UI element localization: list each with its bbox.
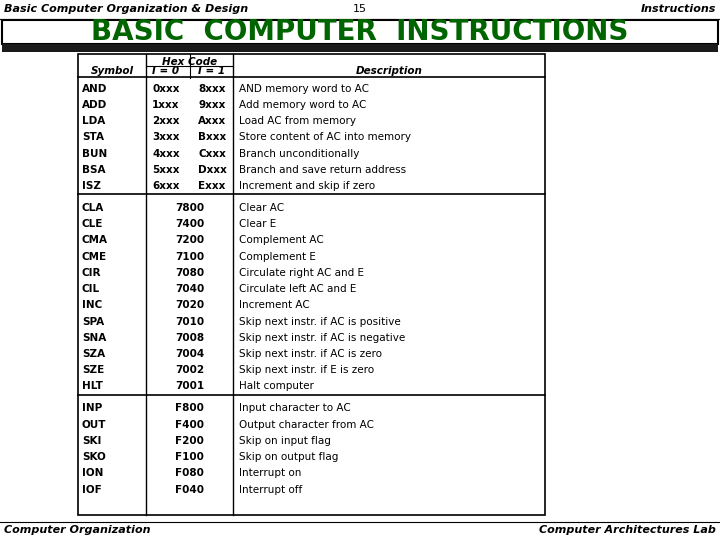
Text: AND memory word to AC: AND memory word to AC	[239, 84, 369, 94]
Text: SPA: SPA	[82, 316, 104, 327]
Text: Complement E: Complement E	[239, 252, 316, 262]
Text: 8xxx: 8xxx	[198, 84, 226, 94]
Text: ION: ION	[82, 468, 104, 478]
Text: INC: INC	[82, 300, 102, 310]
Text: IOF: IOF	[82, 484, 102, 495]
Text: CME: CME	[82, 252, 107, 262]
Text: SZE: SZE	[82, 365, 104, 375]
Text: 9xxx: 9xxx	[198, 100, 225, 110]
Text: 7010: 7010	[175, 316, 204, 327]
Text: Halt computer: Halt computer	[239, 381, 314, 391]
Text: Skip next instr. if AC is negative: Skip next instr. if AC is negative	[239, 333, 405, 343]
Text: Load AC from memory: Load AC from memory	[239, 116, 356, 126]
Text: Dxxx: Dxxx	[197, 165, 226, 175]
Text: SKI: SKI	[82, 436, 102, 446]
Text: I = 1: I = 1	[199, 66, 225, 76]
Text: Add memory word to AC: Add memory word to AC	[239, 100, 366, 110]
Text: 6xxx: 6xxx	[152, 181, 180, 191]
Text: CIL: CIL	[82, 284, 100, 294]
Text: Skip on input flag: Skip on input flag	[239, 436, 331, 446]
Text: 7100: 7100	[175, 252, 204, 262]
Text: F100: F100	[175, 452, 204, 462]
Text: Interrupt off: Interrupt off	[239, 484, 302, 495]
Text: HLT: HLT	[82, 381, 103, 391]
Text: Store content of AC into memory: Store content of AC into memory	[239, 132, 411, 143]
Text: BUN: BUN	[82, 148, 107, 159]
Text: 7008: 7008	[175, 333, 204, 343]
Text: 7200: 7200	[175, 235, 204, 246]
Text: Interrupt on: Interrupt on	[239, 468, 302, 478]
Text: OUT: OUT	[82, 420, 107, 430]
Text: F400: F400	[175, 420, 204, 430]
Text: Skip next instr. if E is zero: Skip next instr. if E is zero	[239, 365, 374, 375]
Text: BASIC  COMPUTER  INSTRUCTIONS: BASIC COMPUTER INSTRUCTIONS	[91, 18, 629, 46]
Text: 7002: 7002	[175, 365, 204, 375]
FancyBboxPatch shape	[78, 54, 545, 515]
Text: F040: F040	[175, 484, 204, 495]
Text: Basic Computer Organization & Design: Basic Computer Organization & Design	[4, 4, 248, 14]
Text: 7001: 7001	[175, 381, 204, 391]
Text: AND: AND	[82, 84, 107, 94]
Text: Axxx: Axxx	[198, 116, 226, 126]
Text: Symbol: Symbol	[91, 66, 133, 76]
Text: Skip next instr. if AC is zero: Skip next instr. if AC is zero	[239, 349, 382, 359]
Text: SZA: SZA	[82, 349, 105, 359]
Text: Complement AC: Complement AC	[239, 235, 324, 246]
Text: Increment AC: Increment AC	[239, 300, 310, 310]
Text: STA: STA	[82, 132, 104, 143]
Text: 4xxx: 4xxx	[152, 148, 180, 159]
Text: 7020: 7020	[175, 300, 204, 310]
Text: Circulate left AC and E: Circulate left AC and E	[239, 284, 356, 294]
Text: Cxxx: Cxxx	[198, 148, 226, 159]
Text: Skip next instr. if AC is positive: Skip next instr. if AC is positive	[239, 316, 401, 327]
Text: LDA: LDA	[82, 116, 105, 126]
Text: 7080: 7080	[175, 268, 204, 278]
Text: Branch unconditionally: Branch unconditionally	[239, 148, 359, 159]
FancyBboxPatch shape	[2, 20, 718, 44]
Text: Clear AC: Clear AC	[239, 203, 284, 213]
Text: CMA: CMA	[82, 235, 108, 246]
FancyBboxPatch shape	[2, 44, 718, 52]
Text: F080: F080	[175, 468, 204, 478]
Text: CIR: CIR	[82, 268, 102, 278]
Text: F200: F200	[175, 436, 204, 446]
Text: INP: INP	[82, 403, 102, 414]
Text: 3xxx: 3xxx	[152, 132, 180, 143]
Text: Hex Code: Hex Code	[162, 57, 217, 67]
Text: SNA: SNA	[82, 333, 107, 343]
Text: Skip on output flag: Skip on output flag	[239, 452, 338, 462]
Text: Instructions: Instructions	[641, 4, 716, 14]
Text: Computer Architectures Lab: Computer Architectures Lab	[539, 525, 716, 535]
Text: 15: 15	[353, 4, 367, 14]
Text: Exxx: Exxx	[198, 181, 225, 191]
Text: 7400: 7400	[175, 219, 204, 229]
Text: Input character to AC: Input character to AC	[239, 403, 351, 414]
Text: Clear E: Clear E	[239, 219, 276, 229]
Text: ISZ: ISZ	[82, 181, 101, 191]
Text: Output character from AC: Output character from AC	[239, 420, 374, 430]
Text: Branch and save return address: Branch and save return address	[239, 165, 406, 175]
Text: CLA: CLA	[82, 203, 104, 213]
Text: Increment and skip if zero: Increment and skip if zero	[239, 181, 375, 191]
Text: 2xxx: 2xxx	[152, 116, 180, 126]
Text: Description: Description	[356, 66, 423, 76]
Text: Circulate right AC and E: Circulate right AC and E	[239, 268, 364, 278]
Text: I = 0: I = 0	[153, 66, 179, 76]
Text: BSA: BSA	[82, 165, 106, 175]
Text: Computer Organization: Computer Organization	[4, 525, 150, 535]
Text: Bxxx: Bxxx	[198, 132, 226, 143]
Text: 0xxx: 0xxx	[152, 84, 180, 94]
Text: 5xxx: 5xxx	[152, 165, 180, 175]
Text: 7800: 7800	[175, 203, 204, 213]
Text: 7040: 7040	[175, 284, 204, 294]
Text: CLE: CLE	[82, 219, 104, 229]
Text: 7004: 7004	[175, 349, 204, 359]
Text: ADD: ADD	[82, 100, 107, 110]
Text: F800: F800	[175, 403, 204, 414]
Text: 1xxx: 1xxx	[152, 100, 180, 110]
Text: SKO: SKO	[82, 452, 106, 462]
